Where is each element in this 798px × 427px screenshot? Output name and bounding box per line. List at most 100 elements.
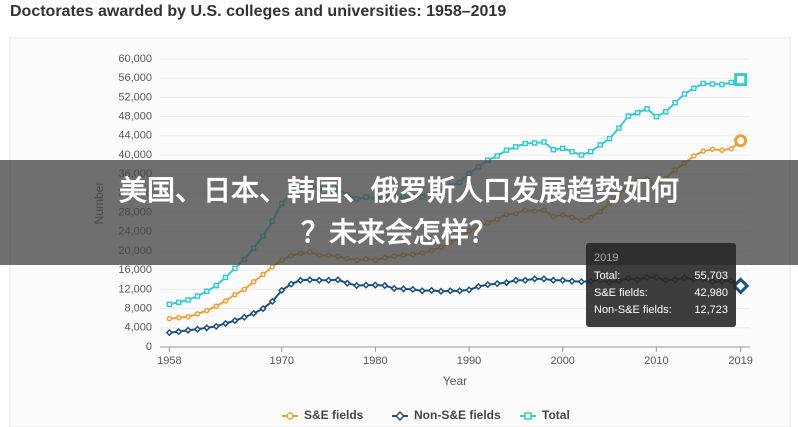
marker <box>166 301 173 308</box>
marker <box>193 325 202 333</box>
marker <box>728 146 735 152</box>
legend-item: Total <box>520 408 570 422</box>
marker <box>390 284 398 293</box>
marker <box>691 85 697 92</box>
marker <box>249 309 258 318</box>
legend-label: S&E fields <box>304 408 364 422</box>
marker <box>512 276 520 284</box>
marker <box>194 311 201 317</box>
marker <box>700 148 706 154</box>
marker <box>381 281 389 290</box>
x-tick-label: 2010 <box>644 355 668 367</box>
marker <box>232 291 238 298</box>
x-tick-label: 1958 <box>157 355 181 367</box>
marker <box>222 274 229 281</box>
y-tick-label: 44,000 <box>118 130 152 142</box>
marker <box>437 287 445 295</box>
marker <box>175 327 183 336</box>
marker <box>616 125 622 131</box>
tooltip-label: Total: <box>594 270 620 282</box>
marker <box>166 315 173 322</box>
marker <box>221 319 230 328</box>
marker <box>577 278 586 286</box>
tooltip-label: S&E fields: <box>594 287 648 299</box>
marker <box>185 314 191 320</box>
marker <box>399 285 408 293</box>
marker <box>530 275 539 283</box>
chart-title: Doctorates awarded by U.S. colleges and … <box>10 3 506 20</box>
tooltip-label: Non-S&E fields: <box>594 304 672 316</box>
marker <box>734 134 748 148</box>
marker <box>184 326 192 334</box>
marker <box>213 303 219 309</box>
overlay-text: 美国、日本、韩国、俄罗斯人口发展趋势如何 <box>119 174 679 207</box>
marker <box>250 278 257 285</box>
marker <box>418 287 426 295</box>
marker <box>691 153 697 159</box>
overlay-text: ？未来会怎样？ <box>301 216 497 249</box>
marker <box>175 314 182 321</box>
marker <box>484 280 492 289</box>
marker <box>231 316 239 325</box>
marker <box>465 286 473 294</box>
marker <box>296 276 305 284</box>
marker <box>653 113 660 120</box>
y-tick-label: 8,000 <box>124 303 152 315</box>
marker <box>185 297 191 303</box>
marker <box>662 109 669 115</box>
marker <box>213 282 219 289</box>
marker <box>260 271 266 278</box>
marker <box>569 148 575 155</box>
marker <box>204 307 210 314</box>
marker <box>241 286 248 293</box>
y-tick-label: 16,000 <box>118 264 152 276</box>
marker <box>474 282 483 291</box>
y-tick-label: 0 <box>146 341 152 353</box>
marker <box>427 286 436 295</box>
marker <box>503 147 510 153</box>
tooltip: 2019 Total: 55,703 S&E fields: 42,980 Non-S&E… <box>586 243 736 327</box>
marker <box>259 304 267 313</box>
marker <box>456 287 464 295</box>
marker <box>287 280 295 288</box>
marker <box>269 264 276 270</box>
marker <box>502 279 511 287</box>
marker <box>521 276 529 284</box>
y-tick-label: 52,000 <box>118 91 152 103</box>
x-tick-label: 1970 <box>270 355 294 367</box>
marker <box>568 277 576 285</box>
legend-item: S&E fields <box>282 408 364 422</box>
marker <box>549 276 557 284</box>
marker <box>240 313 248 321</box>
marker <box>588 148 594 155</box>
marker <box>286 412 294 420</box>
marker <box>606 135 613 142</box>
marker <box>222 298 229 304</box>
marker <box>540 275 548 283</box>
marker <box>719 147 725 153</box>
y-tick-label: 40,000 <box>118 149 152 161</box>
marker <box>204 288 210 295</box>
tooltip-title: 2019 <box>594 252 618 264</box>
marker <box>541 139 547 145</box>
x-tick-label: 2000 <box>550 355 574 367</box>
marker <box>644 106 650 112</box>
tooltip-value: 55,703 <box>694 270 728 282</box>
tooltip-value: 12,723 <box>694 304 728 316</box>
marker <box>493 279 501 288</box>
x-tick-label: 1980 <box>363 355 387 367</box>
marker <box>734 73 748 87</box>
marker <box>681 91 688 97</box>
y-tick-label: 4,000 <box>124 322 152 334</box>
x-axis-label: Year <box>443 374 467 388</box>
marker <box>343 279 351 287</box>
marker <box>531 140 538 146</box>
x-tick-label: 1990 <box>457 355 481 367</box>
marker <box>194 293 201 299</box>
y-tick-label: 60,000 <box>118 53 152 65</box>
y-tick-label: 12,000 <box>118 283 152 295</box>
legend-item: Non-S&E fields <box>392 408 501 422</box>
marker <box>409 285 417 294</box>
legend-label: Total <box>542 408 570 422</box>
marker <box>315 276 323 284</box>
